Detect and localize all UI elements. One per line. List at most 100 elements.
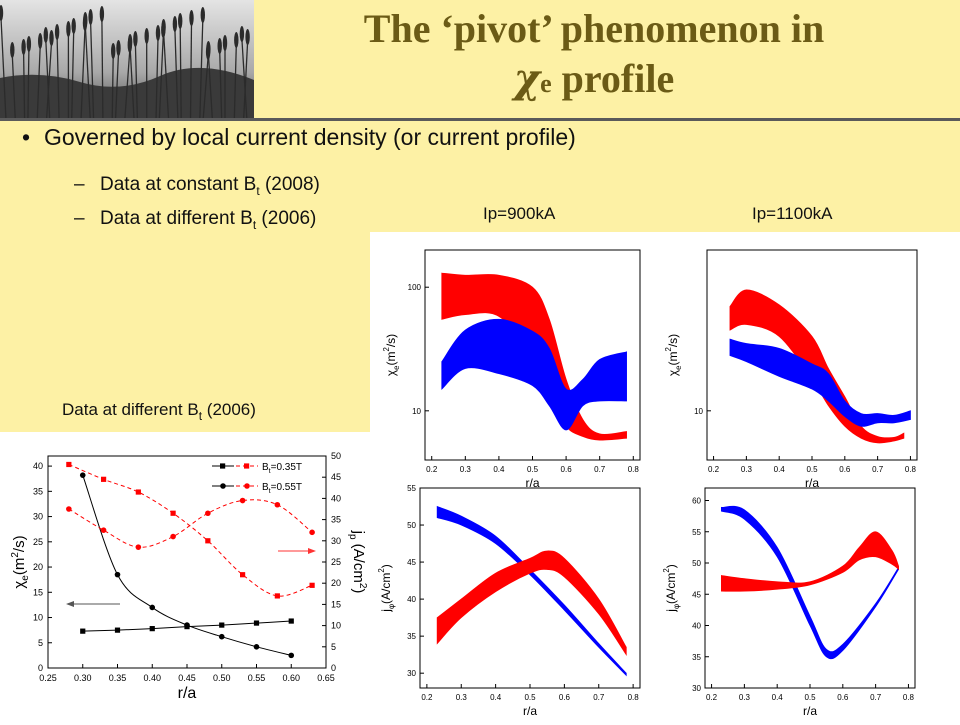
wheat-stalk bbox=[158, 34, 164, 120]
x-tick-label: 0.40 bbox=[143, 673, 161, 683]
x-tick-label: 0.60 bbox=[282, 673, 300, 683]
left-axis-arrowhead bbox=[66, 601, 74, 607]
x-tick-label: 0.6 bbox=[839, 465, 851, 474]
y-tick-label: 30 bbox=[692, 684, 701, 693]
y-tick-label: 50 bbox=[692, 559, 701, 568]
wheat-head bbox=[111, 43, 116, 59]
wheat-stalk bbox=[219, 50, 223, 120]
y2-tick-label: 45 bbox=[331, 472, 341, 482]
x-tick-label: 0.8 bbox=[903, 693, 915, 702]
sub-bullet-2-text: Data at different B bbox=[100, 208, 253, 229]
chi_900-blue-band bbox=[441, 318, 627, 431]
wheat-head bbox=[43, 27, 48, 43]
jp-bt055-line bbox=[68, 499, 313, 548]
x-tick-label: 0.3 bbox=[741, 465, 753, 474]
wheat-head bbox=[83, 12, 88, 28]
chi-bt055-point bbox=[253, 644, 260, 650]
y-tick-label: 35 bbox=[692, 653, 701, 662]
wheat-stalk bbox=[27, 48, 30, 120]
y-tick-label: 45 bbox=[692, 590, 701, 599]
x-tick-label: 0.2 bbox=[706, 693, 718, 702]
wheat-stalk bbox=[71, 30, 75, 120]
jp-bt055-point bbox=[135, 544, 142, 550]
y-tick-label: 25 bbox=[33, 537, 43, 547]
main-bullet: • Governed by local current density (or c… bbox=[22, 124, 576, 150]
x-tick-label: 0.6 bbox=[559, 693, 571, 702]
wheat-stalk bbox=[202, 56, 209, 120]
chi-vs-ra-chart-svg: 0.25 0.30 0.35 0.40 0.45 0.50 0.55 0.60 0.650510… bbox=[10, 451, 368, 702]
x-tick-label: 0.55 bbox=[248, 673, 266, 683]
legend-marker bbox=[220, 483, 226, 489]
legend-marker bbox=[244, 463, 250, 469]
wheat-head bbox=[200, 7, 205, 23]
y-tick-label: 30 bbox=[407, 669, 416, 678]
wheat-stalk bbox=[80, 27, 86, 120]
jp-bt055-point bbox=[205, 510, 211, 517]
wheat-head bbox=[99, 6, 105, 22]
x-axis-label: r/a bbox=[525, 476, 539, 490]
x-tick-label: 0.6 bbox=[837, 693, 849, 702]
wheat-stalk bbox=[101, 18, 104, 120]
wheat-stalk bbox=[84, 24, 91, 120]
x-tick-label: 0.35 bbox=[109, 673, 127, 683]
wheat-head bbox=[239, 26, 245, 42]
y2-tick-label: 40 bbox=[331, 493, 341, 503]
y2-tick-label: 15 bbox=[331, 599, 341, 609]
y2-tick-label: 5 bbox=[331, 642, 336, 652]
y2-tick-label: 25 bbox=[331, 557, 341, 567]
wheat-stalk bbox=[179, 25, 182, 120]
chi-bt035-point bbox=[288, 618, 294, 624]
caption-subscript: t bbox=[198, 409, 203, 423]
x-tick-label: 0.5 bbox=[527, 465, 539, 474]
wheat-head bbox=[54, 24, 60, 40]
y-tick-label: 40 bbox=[692, 622, 701, 631]
wheat-head bbox=[172, 16, 178, 32]
wheat-head bbox=[21, 39, 26, 55]
chi_1100-blue-band bbox=[729, 338, 911, 427]
y-axis-label: χe(m2/s) bbox=[10, 535, 31, 588]
wheat-stalk bbox=[36, 45, 41, 120]
wheat-stalk bbox=[241, 38, 248, 120]
sub-bullet-2-subscript: t bbox=[252, 218, 257, 232]
x-tick-label: 0.2 bbox=[708, 465, 720, 474]
wheat-head bbox=[71, 18, 76, 34]
x-tick-label: 0.50 bbox=[213, 673, 231, 683]
y-tick-label: 35 bbox=[407, 632, 416, 641]
jp-bt055-point bbox=[309, 529, 315, 536]
legend-label: Bt=0.55T bbox=[262, 482, 302, 495]
y2-tick-label: 50 bbox=[331, 451, 341, 461]
x-tick-label: 0.7 bbox=[593, 693, 605, 702]
jp-bt035-point bbox=[240, 572, 246, 578]
y-axis-label: χe(m2/s) bbox=[382, 334, 401, 376]
jp-bt035-point bbox=[170, 510, 176, 516]
y2-axis-label: jp (A/cm2) bbox=[347, 530, 368, 594]
wheat-field-image bbox=[0, 0, 254, 120]
right-axis-arrowhead bbox=[308, 548, 316, 554]
chi-subscript: e bbox=[540, 69, 552, 98]
x-tick-label: 0.8 bbox=[905, 465, 917, 474]
x-axis-label: r/a bbox=[523, 704, 537, 718]
x-tick-label: 0.4 bbox=[774, 465, 786, 474]
wheat-head bbox=[127, 34, 133, 50]
x-tick-label: 0.7 bbox=[594, 465, 606, 474]
sub-bullet-constant-bt: – Data at constant Bt (2008) bbox=[74, 174, 320, 198]
legend-marker bbox=[244, 483, 250, 489]
title-divider bbox=[0, 118, 960, 121]
chi-bt055-point bbox=[114, 571, 121, 578]
y-axis-label: jφ(A/cm2) bbox=[662, 564, 681, 612]
x-axis-label: r/a bbox=[178, 685, 197, 702]
wheat-stalk bbox=[114, 52, 120, 120]
x-tick-label: 0.4 bbox=[772, 693, 784, 702]
sub-bullet-different-bt: – Data at different Bt (2006) bbox=[74, 208, 317, 232]
chi-bt035-point bbox=[219, 622, 225, 628]
chi-bt055-point bbox=[79, 472, 86, 478]
x-tick-label: 0.30 bbox=[74, 673, 92, 683]
j_900-chart: 0.2 0.3 0.4 0.5 0.6 0.7 0.8 30 35 40 45 50 55 r/a jφ(A… bbox=[377, 484, 641, 718]
y-tick-label: 30 bbox=[33, 512, 43, 522]
title-profile-word: profile bbox=[551, 56, 675, 101]
jp-bt035-point bbox=[274, 593, 280, 599]
wheat-head bbox=[234, 32, 239, 48]
chi-bt035-point bbox=[149, 626, 155, 632]
x-tick-label: 0.65 bbox=[317, 673, 335, 683]
sub-bullet-1-year: (2008) bbox=[259, 174, 320, 195]
